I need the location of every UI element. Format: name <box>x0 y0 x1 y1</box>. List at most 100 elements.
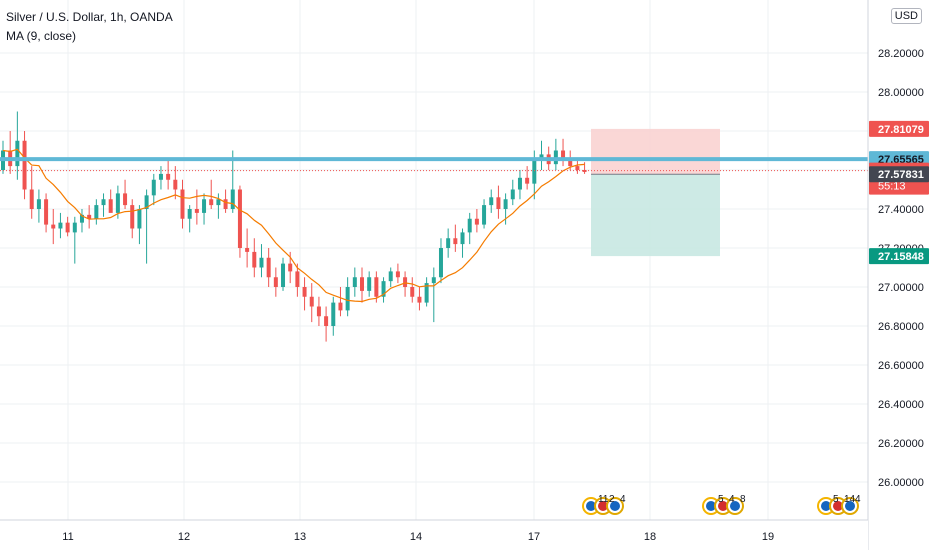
ma-indicator-label[interactable]: MA (9, close) <box>6 29 77 43</box>
candle-body[interactable] <box>345 287 350 311</box>
y-tick-label: 28.20000 <box>878 48 924 60</box>
candle-body[interactable] <box>460 232 465 245</box>
candle-body[interactable] <box>561 150 566 159</box>
candle-body[interactable] <box>223 199 228 209</box>
event-flag-inner <box>706 501 716 511</box>
x-tick-label: 13 <box>294 531 306 543</box>
take-profit-zone[interactable] <box>591 174 720 257</box>
candle-body[interactable] <box>510 189 515 200</box>
candle-body[interactable] <box>79 214 84 223</box>
candle-body[interactable] <box>65 222 70 233</box>
stop-loss-zone[interactable] <box>591 128 720 175</box>
candle-body[interactable] <box>216 199 221 206</box>
price-tag-target[interactable] <box>869 248 929 265</box>
candle-body[interactable] <box>158 173 163 180</box>
candle-body[interactable] <box>144 195 149 209</box>
candle-body[interactable] <box>503 199 508 209</box>
candle-body[interactable] <box>417 296 422 303</box>
candle-body[interactable] <box>525 177 530 184</box>
candle-body[interactable] <box>29 189 34 210</box>
candle-body[interactable] <box>87 214 92 219</box>
candle-body[interactable] <box>316 306 321 317</box>
candle-body[interactable] <box>72 222 77 233</box>
candle-body[interactable] <box>108 199 113 213</box>
candle-body[interactable] <box>273 277 278 287</box>
candle-body[interactable] <box>209 199 214 206</box>
candle-body[interactable] <box>281 263 286 287</box>
candle-body[interactable] <box>94 205 99 219</box>
candle-body[interactable] <box>309 296 314 307</box>
candle-body[interactable] <box>374 277 379 297</box>
candle-body[interactable] <box>388 271 393 282</box>
event-flag-inner <box>610 501 620 511</box>
event-count-label: 4 <box>855 494 861 505</box>
candle-body[interactable] <box>252 251 257 268</box>
event-count-label: 4 <box>729 494 735 505</box>
candle-body[interactable] <box>230 189 235 210</box>
candle-body[interactable] <box>180 189 185 219</box>
price-tag-entry[interactable] <box>869 166 929 183</box>
candle-body[interactable] <box>266 257 271 278</box>
candle-body[interactable] <box>431 277 436 284</box>
candle-body[interactable] <box>237 189 242 249</box>
candle-body[interactable] <box>173 179 178 190</box>
candle-body[interactable] <box>15 140 20 167</box>
candle-body[interactable] <box>58 222 63 229</box>
price-tag-label: 27.15848 <box>878 251 924 263</box>
candle-body[interactable] <box>496 197 501 209</box>
candle-body[interactable] <box>202 199 207 213</box>
symbol-title[interactable]: Silver / U.S. Dollar, 1h, OANDA <box>6 10 173 24</box>
candle-body[interactable] <box>324 316 329 326</box>
candle-body[interactable] <box>352 277 357 287</box>
candle-body[interactable] <box>438 248 443 278</box>
candle-body[interactable] <box>331 302 336 326</box>
candle-body[interactable] <box>36 199 41 209</box>
candle-body[interactable] <box>22 140 27 190</box>
candle-body[interactable] <box>575 166 580 170</box>
time-axis[interactable] <box>0 520 868 550</box>
x-tick-label: 11 <box>62 531 73 543</box>
candle-body[interactable] <box>381 281 386 297</box>
candle-body[interactable] <box>517 177 522 190</box>
candle-body[interactable] <box>474 218 479 225</box>
candle-body[interactable] <box>582 170 587 172</box>
candle-body[interactable] <box>194 209 199 213</box>
candle-body[interactable] <box>446 238 451 248</box>
candle-body[interactable] <box>101 199 106 206</box>
candle-body[interactable] <box>245 248 250 252</box>
candle-body[interactable] <box>44 199 49 225</box>
candle-body[interactable] <box>568 158 573 167</box>
candle-body[interactable] <box>288 263 293 272</box>
candle-body[interactable] <box>295 271 300 287</box>
candle-body[interactable] <box>532 160 537 184</box>
candle-body[interactable] <box>367 277 372 291</box>
candle-body[interactable] <box>123 193 128 206</box>
candle-body[interactable] <box>51 224 56 229</box>
y-tick-label: 26.80000 <box>878 321 924 333</box>
candle-body[interactable] <box>115 193 120 213</box>
candle-body[interactable] <box>259 257 264 268</box>
price-axis[interactable] <box>868 0 932 550</box>
candle-body[interactable] <box>489 197 494 206</box>
candle-body[interactable] <box>187 209 192 219</box>
candle-body[interactable] <box>467 218 472 233</box>
candle-body[interactable] <box>395 271 400 278</box>
candle-body[interactable] <box>151 179 156 196</box>
candle-body[interactable] <box>166 173 171 180</box>
candle-body[interactable] <box>302 287 307 297</box>
candle-body[interactable] <box>130 205 135 229</box>
candle-body[interactable] <box>482 205 487 225</box>
candle-body[interactable] <box>360 277 364 291</box>
candle-body[interactable] <box>338 302 343 311</box>
candle-body[interactable] <box>137 209 142 229</box>
candle-body[interactable] <box>403 277 408 287</box>
currency-badge[interactable]: USD <box>890 8 922 24</box>
x-tick-label: 12 <box>178 531 190 543</box>
candle-body[interactable] <box>410 287 415 297</box>
price-tag-stop[interactable] <box>869 120 929 137</box>
candle-body[interactable] <box>424 283 429 303</box>
candle-body[interactable] <box>453 238 458 245</box>
ma-line[interactable] <box>2 148 585 303</box>
